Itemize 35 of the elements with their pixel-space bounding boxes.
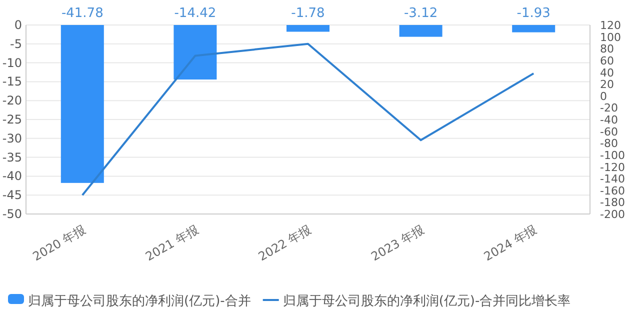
y-tick-label: -5: [10, 36, 22, 51]
y2-tick-label: -40: [600, 114, 618, 126]
legend-label: 归属于母公司股东的净利润(亿元)-合并: [28, 294, 251, 309]
data-label: -14.42: [174, 6, 216, 21]
y-tick-label: -40: [2, 169, 22, 184]
y2-tick-label: 120: [600, 19, 621, 32]
legend-label: 归属于母公司股东的净利润(亿元)-合并同比增长率: [282, 293, 571, 309]
y2-tick-label: 0: [600, 90, 607, 103]
data-label: -41.78: [61, 6, 104, 21]
y-tick-label: -25: [2, 112, 22, 126]
data-label: -3.12: [404, 6, 438, 21]
y2-tick-label: 20: [600, 78, 614, 92]
y2-tick-label: -160: [600, 184, 625, 198]
y-tick-label: -50: [2, 207, 22, 221]
y2-tick-label: 40: [600, 66, 614, 80]
y2-tick-label: -100: [600, 148, 625, 162]
y2-tick-label: -180: [600, 196, 625, 210]
y-tick-label: -10: [2, 56, 22, 70]
data-label: -1.78: [291, 6, 325, 21]
y2-tick-label: -120: [600, 160, 625, 174]
y-tick-label: 0: [14, 18, 22, 32]
y2-tick-label: 80: [600, 42, 614, 56]
y2-tick-label: -200: [600, 208, 625, 221]
y2-tick-label: -140: [600, 172, 625, 186]
y-tick-label: -15: [2, 74, 22, 89]
data-label: -1.93: [516, 6, 550, 21]
y-tick-label: -35: [2, 150, 22, 164]
y2-tick-label: -20: [600, 102, 618, 115]
y2-tick-label: -60: [600, 125, 618, 138]
y-tick-label: -20: [2, 94, 22, 108]
y2-tick-label: -80: [600, 137, 618, 150]
y2-tick-label: 60: [600, 54, 614, 68]
y-tick-label: -45: [2, 188, 22, 202]
y-tick-label: -30: [2, 131, 22, 146]
y2-tick-label: 100: [600, 30, 621, 44]
